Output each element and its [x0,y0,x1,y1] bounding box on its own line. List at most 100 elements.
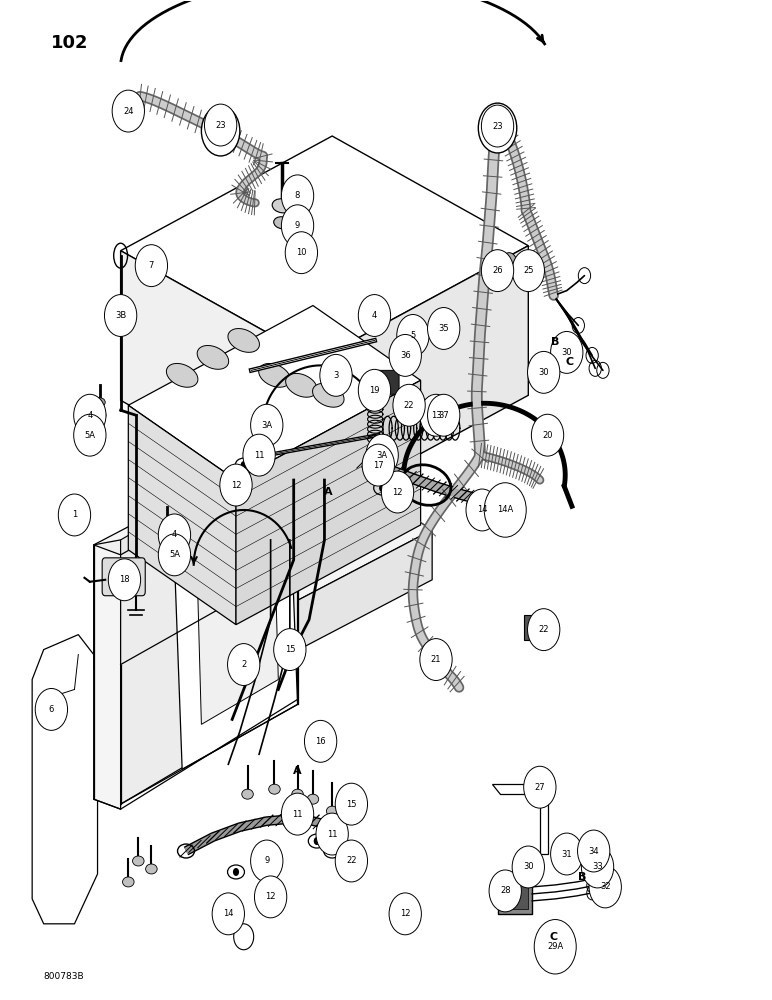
Polygon shape [317,246,528,510]
Text: 23: 23 [493,122,503,131]
Text: 7: 7 [149,261,154,270]
Polygon shape [128,405,236,625]
Text: 24: 24 [123,107,134,116]
Text: 35: 35 [438,324,449,333]
Text: 30: 30 [538,368,549,377]
Text: 9: 9 [295,221,300,230]
Circle shape [281,205,313,247]
Circle shape [251,840,283,882]
Circle shape [158,534,191,576]
FancyBboxPatch shape [501,884,528,909]
Circle shape [335,783,367,825]
Text: 12: 12 [231,481,242,490]
Circle shape [281,793,313,835]
Text: 3A: 3A [377,451,388,460]
Circle shape [104,295,137,336]
Circle shape [381,471,414,513]
Circle shape [320,354,352,396]
Circle shape [489,870,521,912]
Circle shape [233,868,239,876]
Ellipse shape [93,410,106,420]
Circle shape [316,813,348,855]
Circle shape [212,119,230,143]
Text: B: B [578,872,587,882]
Text: 22: 22 [404,401,415,410]
Text: 13: 13 [431,411,442,420]
Circle shape [59,494,90,536]
Text: 16: 16 [315,737,326,746]
Circle shape [313,837,320,845]
Circle shape [466,489,498,531]
Text: 29A: 29A [547,942,564,951]
Polygon shape [128,306,421,480]
Circle shape [158,514,191,556]
Text: 17: 17 [373,461,384,470]
Text: 12: 12 [400,909,411,918]
Text: 4: 4 [372,311,377,320]
Polygon shape [120,251,317,510]
Circle shape [108,559,141,601]
Text: A: A [324,487,333,497]
Text: 12: 12 [392,488,403,497]
Circle shape [581,846,614,888]
Text: 23: 23 [215,121,226,130]
Circle shape [243,434,276,476]
Ellipse shape [242,789,253,799]
Circle shape [73,394,106,436]
Text: A: A [293,766,302,776]
Circle shape [397,315,429,356]
Circle shape [379,484,385,492]
Polygon shape [232,530,432,684]
Ellipse shape [133,856,144,866]
Ellipse shape [292,789,303,799]
Circle shape [527,351,560,393]
Circle shape [577,830,610,872]
Text: 18: 18 [119,575,130,584]
Text: 25: 25 [523,266,533,275]
Circle shape [205,104,237,146]
Circle shape [212,893,245,935]
Text: 3: 3 [334,371,339,380]
Circle shape [358,369,391,411]
Polygon shape [493,784,547,854]
Circle shape [420,394,452,436]
Circle shape [489,116,506,140]
Circle shape [531,414,564,456]
Text: 5A: 5A [84,431,96,440]
Text: 30: 30 [561,348,572,357]
Circle shape [523,766,556,808]
Ellipse shape [94,398,105,407]
Text: 15: 15 [346,800,357,809]
Circle shape [389,334,422,376]
Text: 800783B: 800783B [44,972,84,981]
Polygon shape [93,540,120,670]
Circle shape [393,384,425,426]
Text: 3A: 3A [261,421,273,430]
Ellipse shape [146,864,157,874]
Text: 14: 14 [223,909,234,918]
Circle shape [482,250,513,292]
Text: 37: 37 [438,411,449,420]
Circle shape [512,250,544,292]
Ellipse shape [228,329,259,352]
Text: 5: 5 [410,331,415,340]
Text: 31: 31 [561,850,572,859]
Ellipse shape [273,199,292,213]
Text: 32: 32 [600,882,611,891]
Ellipse shape [327,806,338,816]
Circle shape [515,256,530,276]
Ellipse shape [274,217,290,229]
Text: 3B: 3B [115,311,127,320]
Text: 12: 12 [266,892,276,901]
Circle shape [534,920,576,974]
Text: C: C [550,932,557,942]
Text: 28: 28 [500,886,510,895]
Circle shape [335,840,367,882]
Polygon shape [236,380,421,625]
FancyBboxPatch shape [102,558,145,596]
Text: 6: 6 [49,705,54,714]
Circle shape [589,866,621,908]
Text: 21: 21 [431,655,442,664]
Circle shape [274,629,306,671]
Circle shape [550,833,583,875]
